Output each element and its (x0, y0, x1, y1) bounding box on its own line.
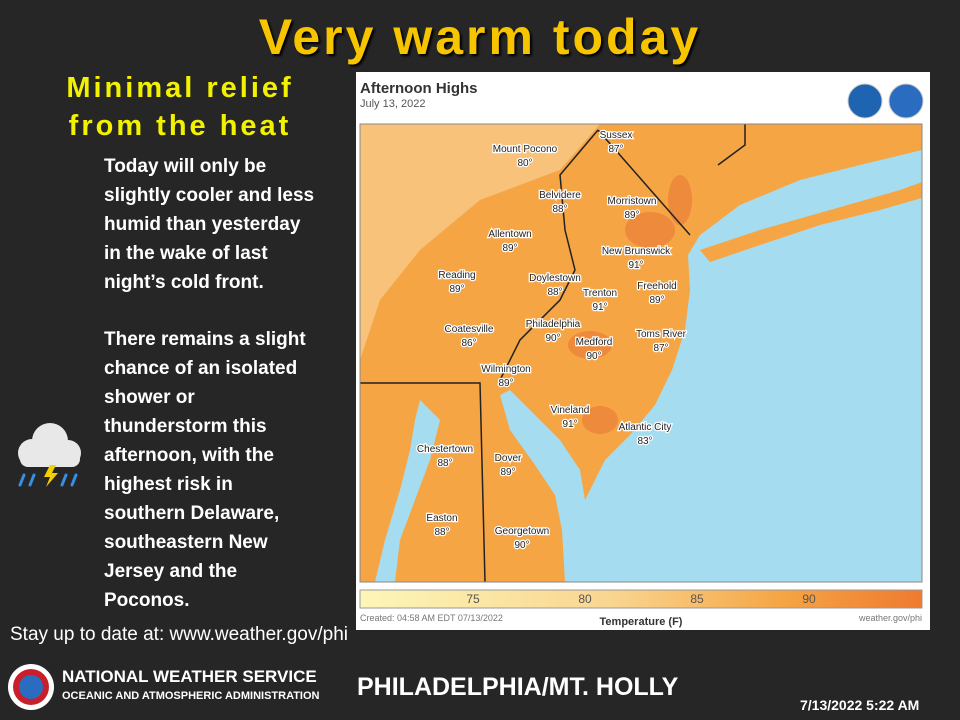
city-temp: 80° (517, 158, 532, 169)
cool-zone (360, 124, 600, 360)
city-temp: 89° (500, 467, 515, 478)
city-temp: 88° (547, 287, 562, 298)
city-temp: 90° (514, 540, 529, 551)
parent: OCEANIC AND ATMOSPHERIC ADMINISTRATION (62, 690, 320, 702)
text-line: night’s cold front. (104, 272, 264, 293)
subtitle: from the heat (68, 110, 292, 142)
storm-icon (18, 423, 81, 487)
city-temp: 89° (502, 243, 517, 254)
city-name: Philadelphia (526, 319, 581, 330)
city-temp: 90° (545, 333, 560, 344)
text-line: southern Delaware, (104, 503, 280, 524)
agency: NATIONAL WEATHER SERVICE (62, 667, 317, 686)
bay (375, 400, 440, 582)
city-temp: 88° (434, 527, 449, 538)
text-line: slightly cooler and less (104, 185, 315, 206)
city-name: Dover (495, 453, 522, 464)
link: Stay up to date at: www.weather.gov/phi (10, 624, 348, 645)
city-temp: 89° (649, 295, 664, 306)
text-line: in the wake of last (104, 243, 268, 264)
hot-zone (568, 175, 692, 434)
city-temp: 87° (608, 144, 623, 155)
text-line: southeastern New (104, 532, 268, 553)
text-line: chance of an isolated (104, 358, 298, 379)
city-name: Trenton (583, 288, 617, 299)
subtitle: Minimal relief (66, 72, 294, 104)
land (360, 124, 922, 582)
city-name: Atlantic City (619, 422, 672, 433)
city-temp: 83° (637, 436, 652, 447)
legend-title: Temperature (F) (600, 616, 683, 628)
city-name: Sussex (600, 130, 633, 141)
nws-logo (888, 83, 924, 119)
city-temp: 88° (552, 204, 567, 215)
city-temp: 86° (461, 338, 476, 349)
paragraph: Today will only be slightly cooler and le… (104, 152, 314, 297)
text-line: thunderstorm this (104, 416, 267, 437)
noaa-logo (847, 83, 883, 119)
city-name: Freehold (637, 281, 676, 292)
city-name: Georgetown (495, 526, 549, 537)
city-name: Toms River (636, 329, 687, 340)
city-name: Morristown (608, 196, 657, 207)
city-temp: 89° (624, 210, 639, 221)
text-line: Today will only be (104, 156, 267, 177)
text-line: afternoon, with the (104, 445, 274, 466)
map-panel: Afternoon Highs July 13, 2022 Created: 0… (356, 72, 930, 630)
city-name: New Brunswick (602, 246, 671, 257)
text-line: shower or (104, 387, 195, 408)
office: PHILADELPHIA/MT. HOLLY (357, 673, 679, 701)
city-temp: 91° (628, 260, 643, 271)
city-temp: 91° (562, 419, 577, 430)
city-name: Doylestown (529, 273, 581, 284)
city-name: Chestertown (417, 444, 473, 455)
city-name: Medford (576, 337, 613, 348)
map-title: Afternoon Highs (360, 80, 478, 97)
colorbar (359, 589, 923, 609)
text-line: highest risk in (104, 474, 233, 495)
text-line: Poconos. (104, 590, 190, 611)
timestamp: 7/13/2022 5:22 AM (800, 697, 920, 713)
nws-logo (8, 664, 54, 710)
map-date: July 13, 2022 (360, 98, 425, 110)
text-line: Jersey and the (104, 561, 238, 582)
city-name: Wilmington (481, 364, 530, 375)
legend-tick: 75 (466, 592, 480, 606)
created: Created: 04:58 AM EDT 07/13/2022 (360, 613, 503, 623)
legend-tick: 90 (802, 592, 816, 606)
legend-tick: 80 (578, 592, 592, 606)
city-name: Reading (438, 270, 475, 281)
state-borders (360, 124, 746, 583)
legend-tick: 85 (690, 592, 704, 606)
city-name: Coatesville (445, 324, 494, 335)
city-name: Vineland (551, 405, 590, 416)
city-name: Belvidere (539, 190, 581, 201)
city-temp: 91° (592, 302, 607, 313)
text-line: There remains a slight (104, 329, 306, 350)
source: weather.gov/phi (858, 613, 922, 623)
title: Very warm today (258, 9, 702, 65)
text-line: humid than yesterday (104, 214, 301, 235)
city-temp: 89° (498, 378, 513, 389)
city-temp: 89° (449, 284, 464, 295)
city-name: Allentown (488, 229, 531, 240)
city-temp: 90° (586, 351, 601, 362)
paragraph: There remains a slight chance of an isola… (104, 325, 306, 615)
city-name: Mount Pocono (493, 144, 558, 155)
city-temp: 87° (653, 343, 668, 354)
city-name: Easton (426, 513, 457, 524)
city-temp: 88° (437, 458, 452, 469)
land (700, 182, 922, 262)
